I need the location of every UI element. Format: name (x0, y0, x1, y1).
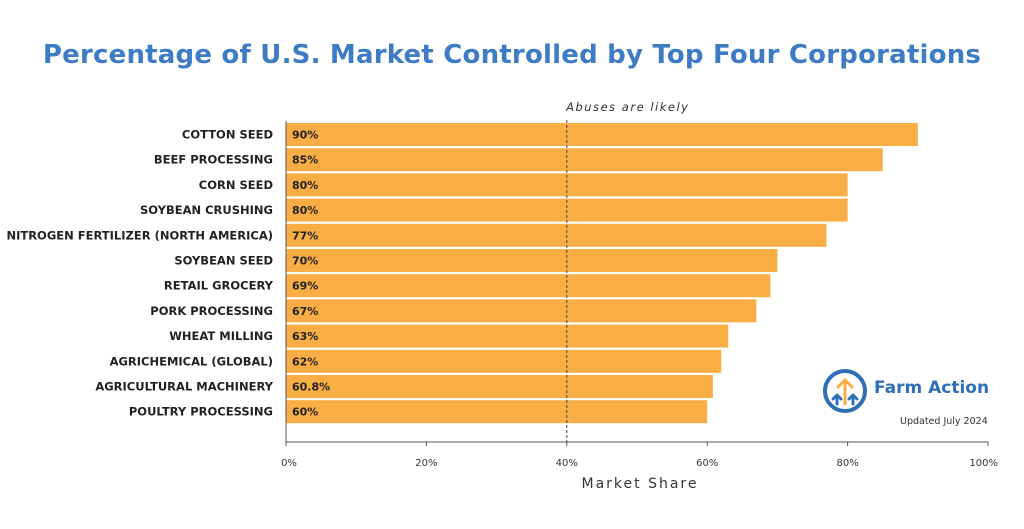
brand-name: Farm Action (874, 378, 990, 398)
category-label: PORK PROCESSING (150, 304, 273, 318)
bars-group (286, 123, 918, 424)
category-label: RETAIL GROCERY (164, 279, 274, 293)
bar (286, 123, 918, 146)
value-label: 90% (292, 129, 318, 142)
category-label: AGRICHEMICAL (GLOBAL) (110, 354, 273, 368)
category-label: COTTON SEED (182, 128, 273, 142)
chart-title: Percentage of U.S. Market Controlled by … (42, 40, 982, 70)
category-label: AGRICULTURAL MACHINERY (95, 380, 273, 394)
updated-date: Updated July 2024 (900, 416, 988, 427)
category-label: NITROGEN FERTILIZER (NORTH AMERICA) (6, 228, 273, 242)
category-label: SOYBEAN CRUSHING (140, 203, 273, 217)
value-label: 60.8% (292, 381, 330, 394)
category-label: POULTRY PROCESSING (129, 405, 273, 419)
value-label: 69% (292, 280, 318, 293)
value-labels: 90% 85% 80% 80% 77% 70% 69% 67% 63% 62% 60.8% 60% (292, 129, 330, 419)
x-axis-label: Market Share (582, 476, 699, 492)
category-label: CORN SEED (199, 178, 273, 192)
value-label: 80% (292, 204, 318, 217)
bar (286, 249, 778, 272)
x-axis: 0% 20% 40% 60% 80% 100% (281, 121, 998, 469)
x-tick-label: 40% (556, 458, 578, 469)
reference-line-label: Abuses are likely (565, 100, 689, 114)
brand-logo: Farm Action (822, 368, 1002, 416)
bar (286, 324, 729, 348)
value-label: 67% (292, 305, 318, 318)
bar (286, 148, 883, 172)
value-label: 85% (292, 154, 318, 167)
bar (286, 349, 722, 373)
category-label: WHEAT MILLING (169, 329, 273, 343)
bar (286, 375, 713, 398)
bar (286, 274, 771, 298)
x-tick-label: 20% (415, 458, 437, 469)
value-label: 62% (292, 355, 318, 368)
x-tick-label: 100% (969, 458, 998, 469)
category-label: BEEF PROCESSING (154, 153, 273, 167)
bar (286, 400, 708, 424)
bar (286, 223, 827, 247)
farm-action-logo-icon (823, 369, 867, 413)
category-label: SOYBEAN SEED (174, 254, 273, 268)
bar (286, 173, 848, 197)
value-label: 63% (292, 330, 318, 343)
value-label: 60% (292, 406, 318, 419)
value-label: 77% (292, 229, 318, 242)
x-tick-label: 80% (836, 458, 858, 469)
reference-line-group: Abuses are likely (565, 100, 689, 442)
x-tick-label: 60% (696, 458, 718, 469)
bar (286, 299, 757, 323)
category-labels: COTTON SEED BEEF PROCESSING CORN SEED SOYBE… (6, 128, 273, 419)
value-label: 70% (292, 255, 318, 268)
x-tick-label: 0% (281, 458, 297, 469)
value-label: 80% (292, 179, 318, 192)
